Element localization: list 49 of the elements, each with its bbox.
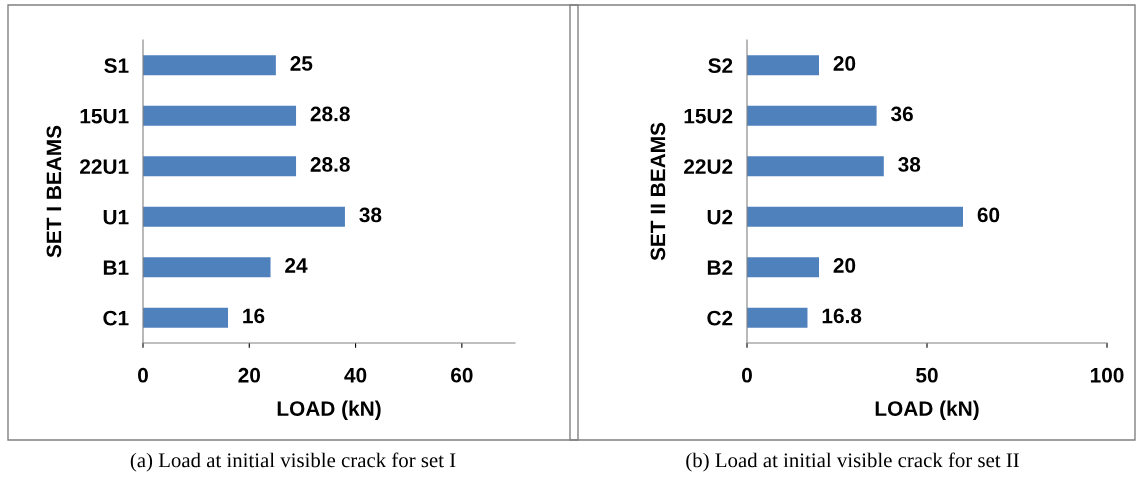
bar <box>143 156 297 177</box>
data-label: 38 <box>898 157 921 172</box>
bar <box>747 156 884 177</box>
bar <box>747 105 877 126</box>
bar <box>747 206 963 227</box>
y-tick-label: 15U2 <box>684 108 733 124</box>
x-tick-label: 40 <box>344 367 367 383</box>
data-label: 24 <box>285 258 308 273</box>
bar <box>143 307 229 328</box>
x-tick-label: 0 <box>138 367 148 383</box>
data-label: 16.8 <box>822 308 862 324</box>
y-tick-label: U1 <box>103 209 129 225</box>
bar <box>143 257 271 278</box>
x-tick-label: 100 <box>1090 367 1124 383</box>
x-tick-label: 60 <box>451 367 473 383</box>
y-tick-label: C2 <box>707 310 733 326</box>
bar <box>143 105 297 126</box>
data-label: 38 <box>359 207 382 223</box>
y-axis-title: SET I BEAMS <box>46 125 62 258</box>
data-label: 16 <box>243 308 265 324</box>
x-tick-label: 20 <box>238 367 261 383</box>
data-label: 60 <box>977 207 1000 223</box>
x-axis-title: LOAD (kN) <box>875 400 979 421</box>
data-label: 20 <box>833 258 856 273</box>
y-tick-label: U2 <box>707 209 733 225</box>
data-label: 36 <box>890 106 913 122</box>
y-tick-label: S1 <box>104 58 129 73</box>
y-tick-label: S2 <box>708 58 733 73</box>
y-axis-title: SET II BEAMS <box>650 122 666 261</box>
data-label: 28.8 <box>310 106 350 122</box>
y-tick-label: B1 <box>103 260 129 275</box>
data-label: 28.8 <box>310 157 350 172</box>
data-label: 20 <box>833 56 856 71</box>
text: (a) Load at initial visible crack for set I <box>130 452 456 472</box>
text: (b) Load at initial visible crack for set II <box>686 452 1019 472</box>
y-tick-label: C1 <box>103 310 129 326</box>
bar <box>747 307 808 328</box>
x-tick-label: 0 <box>742 367 752 383</box>
y-tick-label: 15U1 <box>80 108 129 124</box>
y-tick-label: B2 <box>707 260 733 275</box>
bar <box>143 55 276 76</box>
y-tick-label: 22U1 <box>80 159 129 174</box>
bar <box>747 257 819 278</box>
data-label: 25 <box>290 56 313 71</box>
x-tick-label: 50 <box>916 367 938 383</box>
y-tick-label: 22U2 <box>684 159 733 174</box>
bar <box>747 55 819 76</box>
bar <box>143 206 345 227</box>
x-axis-title: LOAD (kN) <box>277 400 381 421</box>
